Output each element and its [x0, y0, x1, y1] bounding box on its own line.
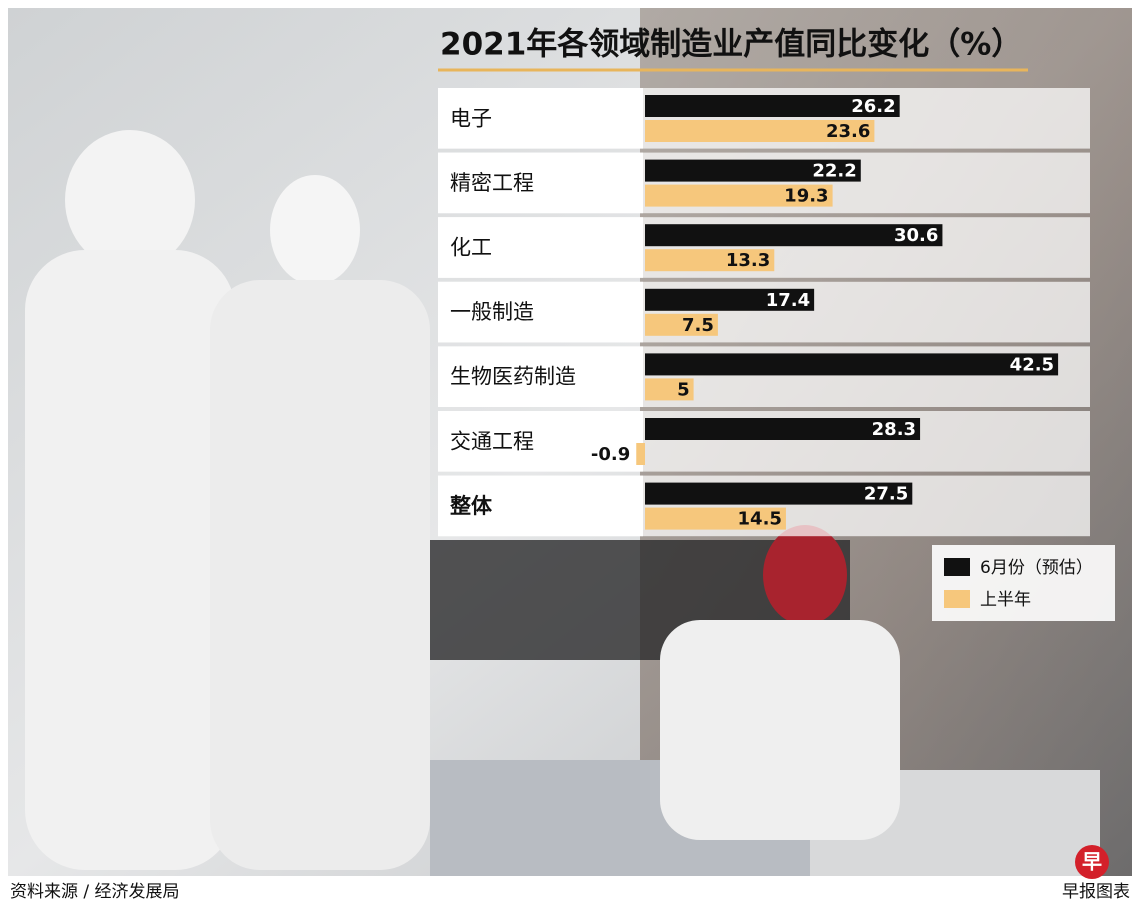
- photo-person: [65, 130, 195, 270]
- row-label-bg: [438, 346, 643, 407]
- bar: [645, 482, 913, 505]
- value-label: 17.4: [766, 290, 810, 311]
- bar: [645, 120, 875, 142]
- legend-label: 上半年: [980, 590, 1031, 610]
- value-label: 23.6: [826, 121, 870, 142]
- bar: [645, 418, 921, 440]
- bar: [636, 443, 645, 465]
- legend-label: 6月份（预估）: [980, 558, 1093, 578]
- bar: [645, 95, 900, 117]
- chart-title: 2021年各领域制造业产值同比变化（%）: [440, 27, 1022, 63]
- footer: [0, 876, 1140, 916]
- bar: [645, 249, 775, 272]
- row-label-bg: [438, 475, 643, 537]
- category-label: 整体: [450, 494, 493, 518]
- value-label: 42.5: [1010, 354, 1054, 375]
- category-label: 交通工程: [450, 429, 534, 453]
- value-label: 13.3: [726, 250, 770, 271]
- bar: [645, 288, 815, 311]
- logo: [1075, 845, 1109, 879]
- source: 资料来源 / 经济发展局: [10, 882, 180, 902]
- value-label: 30.6: [894, 225, 938, 246]
- row-label-bg: [438, 152, 643, 214]
- bar: [645, 507, 786, 530]
- photo-person: [763, 525, 847, 625]
- row-label-bg: [438, 281, 643, 343]
- photo-person: [660, 620, 900, 840]
- row-label-bg: [438, 411, 643, 472]
- value-label: 26.2: [851, 96, 895, 117]
- row-label-bg: [438, 217, 643, 278]
- legend-swatch: [944, 590, 970, 608]
- value-label: 7.5: [682, 315, 714, 336]
- legend-box: [932, 545, 1115, 621]
- photo-person: [270, 175, 360, 285]
- logo-text: 早: [1082, 850, 1102, 874]
- legend-swatch: [944, 558, 970, 576]
- row-label-bg: [438, 88, 643, 149]
- credit: 早报图表: [1062, 882, 1130, 902]
- category-label: 电子: [450, 106, 492, 130]
- value-label: -0.9: [591, 444, 630, 465]
- photo-person: [210, 280, 430, 870]
- photo-person: [25, 250, 235, 870]
- bar: [645, 353, 1059, 376]
- category-label: 化工: [450, 236, 492, 260]
- value-label: 27.5: [864, 484, 908, 505]
- category-label: 一般制造: [450, 300, 534, 324]
- value-label: 28.3: [872, 419, 916, 440]
- bar: [645, 378, 694, 401]
- bar: [645, 313, 718, 336]
- bar: [645, 224, 943, 247]
- category-label: 生物医药制造: [450, 365, 576, 389]
- value-label: 14.5: [738, 509, 782, 530]
- category-label: 精密工程: [450, 171, 534, 195]
- value-label: 5: [677, 379, 690, 400]
- value-label: 22.2: [812, 161, 856, 182]
- value-label: 19.3: [784, 186, 828, 207]
- bar: [645, 159, 861, 182]
- bar: [645, 184, 833, 207]
